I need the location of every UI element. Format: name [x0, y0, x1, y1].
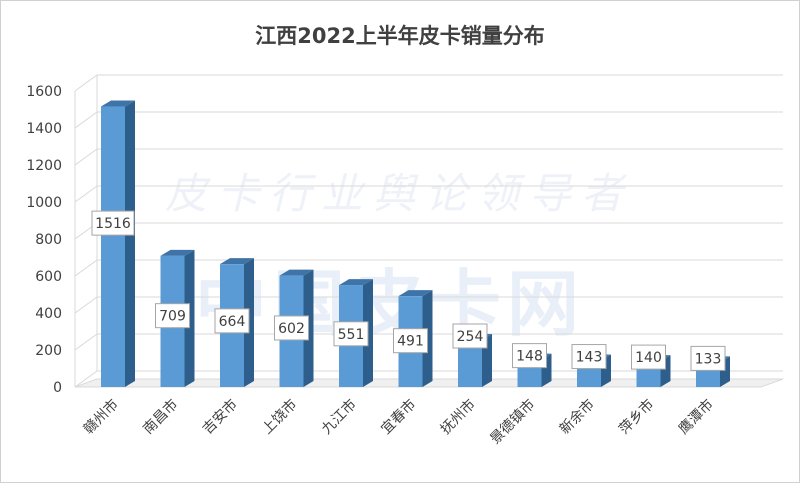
data-label-box: [155, 303, 190, 329]
data-label-box: [274, 315, 309, 341]
y-tick-label: 1000: [26, 195, 62, 211]
x-tick-label: 上饶市: [259, 396, 301, 438]
bar-side: [125, 100, 135, 387]
data-label-box: [333, 321, 369, 347]
gridline-side: [74, 259, 98, 277]
data-label: 148: [516, 349, 543, 365]
bar-top: [160, 249, 195, 256]
gridline-side: [74, 74, 98, 92]
data-label: 491: [397, 334, 424, 350]
x-tick-label: 九江市: [318, 396, 360, 438]
y-tick-label: 1600: [26, 84, 62, 100]
data-label: 1516: [95, 216, 131, 232]
data-label: 551: [338, 327, 365, 343]
data-label-box: [631, 344, 666, 370]
x-tick-label: 吉安市: [199, 396, 241, 438]
gridline-side: [74, 148, 98, 166]
y-tick-label: 1200: [26, 158, 62, 174]
data-label-box: [512, 343, 547, 369]
bar-top: [101, 100, 135, 107]
data-label-box: [214, 308, 250, 334]
data-label: 140: [635, 350, 662, 366]
y-tick-label: 200: [35, 343, 62, 359]
gridline-side: [74, 370, 98, 388]
bar: [101, 106, 125, 387]
chart-title: 江西2022上半年皮卡销量分布: [255, 24, 545, 48]
x-tick-label: 新余市: [556, 396, 598, 438]
x-tick-label: 宜春市: [378, 396, 420, 438]
gridline-side: [74, 185, 98, 203]
x-tick-label: 萍乡市: [616, 396, 658, 438]
data-label-box: [91, 210, 135, 236]
y-tick-label: 400: [35, 306, 62, 322]
x-tick-label: 抚州市: [437, 396, 479, 438]
data-label-box: [690, 345, 726, 371]
data-label: 664: [219, 314, 246, 330]
y-tick-label: 0: [53, 380, 62, 396]
data-label: 254: [457, 329, 484, 345]
x-tick-label: 赣州市: [80, 396, 122, 438]
bar-top: [220, 258, 254, 265]
watermark-logo-text: 中国皮卡网: [195, 262, 586, 346]
data-label-box: [393, 328, 428, 354]
bar-top: [279, 269, 314, 276]
watermark-slogan: 皮卡行业舆论领导者: [165, 169, 634, 218]
data-label: 133: [695, 351, 722, 367]
x-tick-label: 南昌市: [140, 396, 182, 438]
gridline-side: [74, 333, 98, 351]
gridline-side: [74, 296, 98, 314]
y-tick-label: 800: [35, 232, 62, 248]
y-tick-label: 600: [35, 269, 62, 285]
x-tick-label: 景德镇市: [487, 396, 539, 448]
bar-top: [398, 290, 433, 297]
bar-top: [339, 279, 373, 286]
data-label: 602: [278, 321, 305, 337]
data-label-box: [452, 323, 488, 349]
y-tick-label: 1400: [26, 121, 62, 137]
gridline-side: [74, 111, 98, 129]
x-tick-label: 鹰潭市: [675, 396, 717, 438]
data-label: 143: [576, 350, 603, 366]
data-label-box: [571, 344, 607, 370]
data-label: 709: [159, 309, 186, 325]
